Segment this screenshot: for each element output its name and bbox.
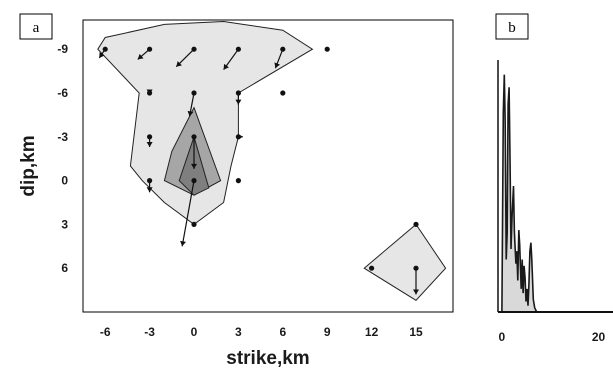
panel-a-plot-frame bbox=[82, 19, 454, 313]
data-point bbox=[191, 134, 197, 140]
panel-a-label-box bbox=[19, 13, 53, 40]
y-tick-label: -9 bbox=[57, 42, 68, 56]
panel-a-x-ticks: -6 -3 0 3 6 9 12 15 bbox=[100, 325, 423, 339]
panel-a-arrows bbox=[98, 46, 419, 295]
data-point bbox=[280, 90, 286, 96]
data-point bbox=[102, 46, 108, 52]
area-fill bbox=[501, 74, 537, 312]
x-tick-label: 12 bbox=[365, 325, 379, 339]
region-outer-1 bbox=[363, 223, 447, 301]
x-tick-label: -3 bbox=[144, 325, 155, 339]
panel-a-x-axis-title: strike,km bbox=[226, 348, 309, 369]
panel-b-axes bbox=[497, 60, 613, 313]
panel-b: b 0 20 bbox=[495, 13, 613, 344]
arrow-head bbox=[413, 289, 419, 295]
data-point bbox=[324, 46, 330, 52]
data-point bbox=[235, 134, 241, 140]
arrow-shaft bbox=[181, 180, 195, 247]
area-line bbox=[501, 74, 538, 313]
data-point bbox=[191, 178, 197, 184]
x-tick-label: 0 bbox=[499, 330, 506, 344]
data-point bbox=[413, 265, 419, 271]
x-tick-label: -6 bbox=[100, 325, 111, 339]
panel-a: a -6 -3 0 3 6 9 12 15 -9 -6 -3 0 3 6 strike,km dip,k… bbox=[18, 13, 454, 369]
arrow-head bbox=[223, 63, 229, 70]
data-point bbox=[147, 90, 153, 96]
y-tick-label: -6 bbox=[57, 86, 68, 100]
panel-b-label-box bbox=[495, 13, 529, 40]
data-point bbox=[235, 90, 241, 96]
arrow-head bbox=[137, 53, 144, 60]
data-point bbox=[147, 178, 153, 184]
y-tick-label: 0 bbox=[61, 174, 68, 188]
panel-a-regions bbox=[97, 20, 447, 301]
arrow-head bbox=[187, 110, 194, 117]
arrow-head bbox=[146, 142, 153, 148]
x-tick-label: 9 bbox=[324, 325, 331, 339]
arrow-head bbox=[99, 52, 105, 58]
panel-a-y-axis-title: dip,km bbox=[18, 135, 39, 196]
y-tick-label: 3 bbox=[61, 217, 68, 231]
data-point bbox=[413, 221, 419, 227]
x-tick-label: 0 bbox=[191, 325, 198, 339]
panel-a-y-ticks: -9 -6 -3 0 3 6 bbox=[57, 42, 68, 275]
data-point bbox=[191, 46, 197, 52]
panel-b-area bbox=[501, 74, 538, 313]
data-point bbox=[280, 46, 286, 52]
arrow-head bbox=[180, 240, 186, 247]
arrow-head bbox=[146, 187, 153, 193]
arrow-head bbox=[274, 62, 281, 69]
y-tick-label: 6 bbox=[61, 261, 68, 275]
x-tick-label: 15 bbox=[409, 325, 423, 339]
data-point bbox=[147, 134, 153, 140]
arrow-head bbox=[235, 99, 242, 105]
data-point bbox=[147, 46, 153, 52]
arrow-head bbox=[191, 163, 197, 169]
data-point bbox=[235, 46, 241, 52]
panel-b-label: b bbox=[508, 20, 516, 36]
region-outer-0 bbox=[97, 20, 314, 226]
x-tick-label: 3 bbox=[235, 325, 242, 339]
data-point bbox=[191, 221, 197, 227]
x-tick-label: 20 bbox=[592, 330, 606, 344]
panel-b-x-ticks: 0 20 bbox=[499, 330, 606, 344]
data-point bbox=[191, 90, 197, 96]
data-point bbox=[369, 265, 375, 271]
arrow-head bbox=[176, 61, 182, 67]
panel-a-label: a bbox=[33, 20, 40, 36]
data-point bbox=[235, 178, 241, 184]
y-tick-label: -3 bbox=[57, 130, 68, 144]
x-tick-label: 6 bbox=[279, 325, 286, 339]
